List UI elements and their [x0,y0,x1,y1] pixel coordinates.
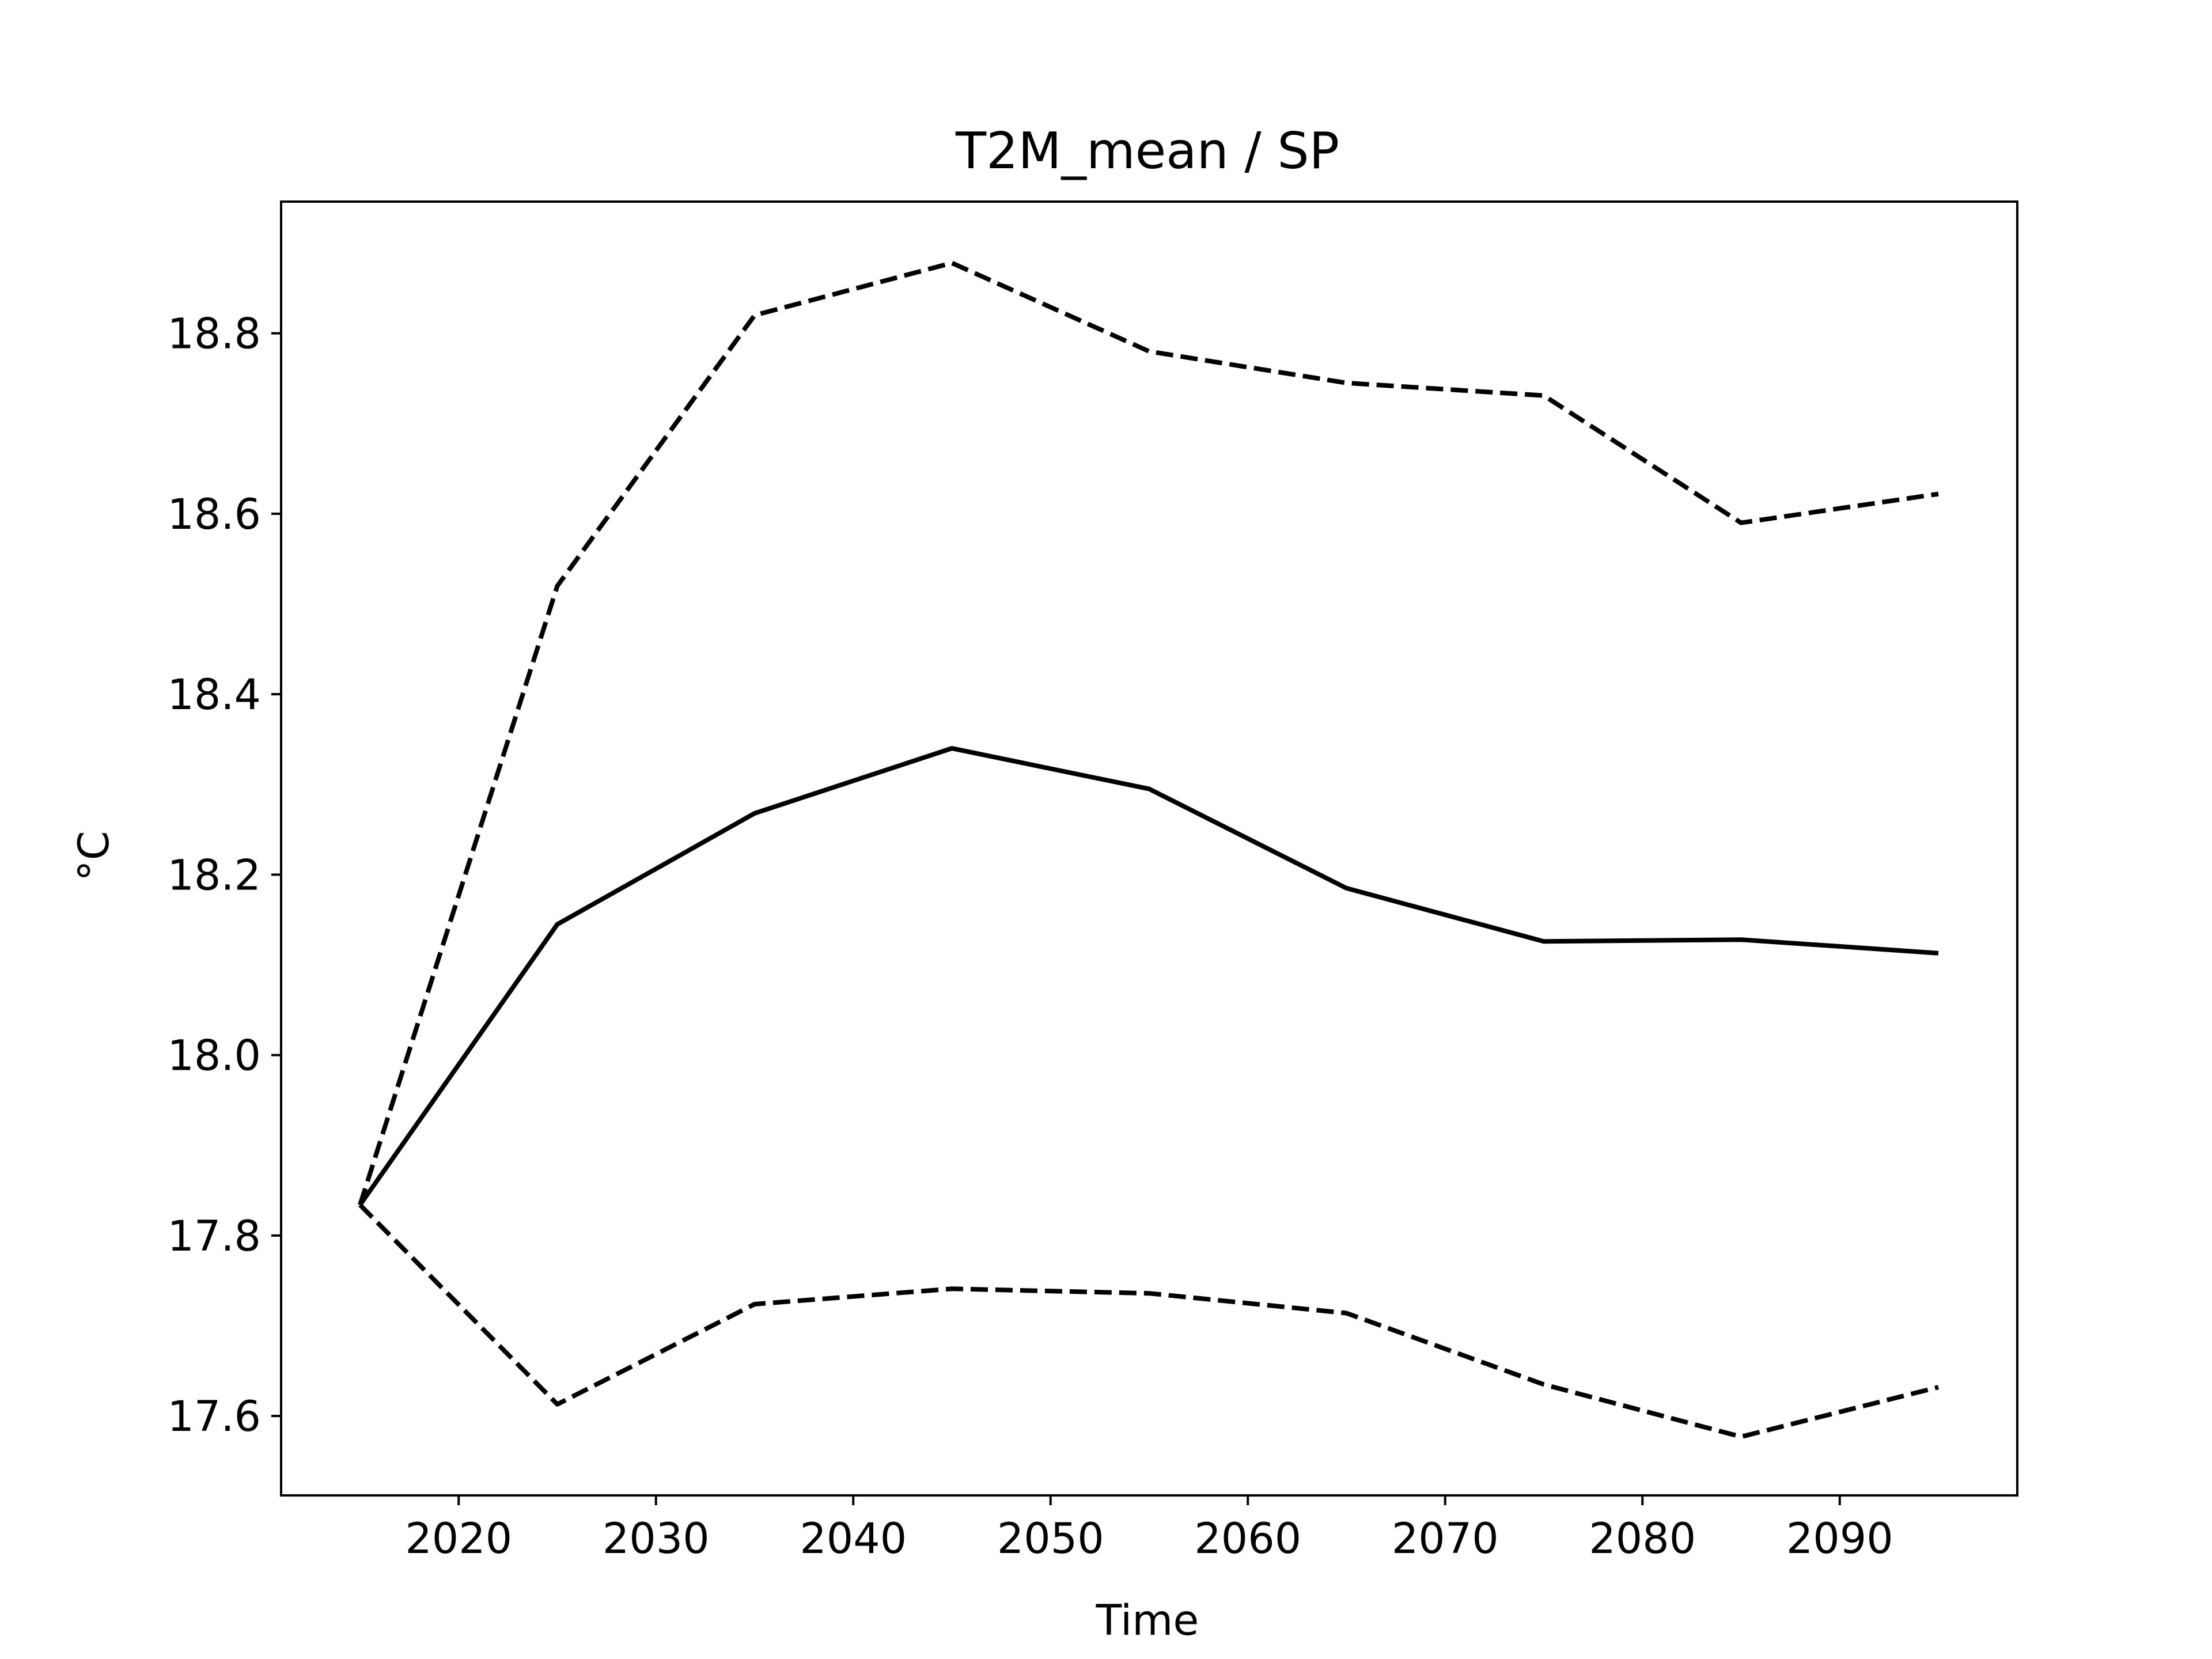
x-tick-label: 2020 [405,1514,512,1563]
x-axis-label: Time [1096,1596,1199,1645]
series-line-2 [358,260,1939,1206]
y-tick-label: 18.2 [167,851,261,900]
y-tick-label: 17.8 [167,1212,261,1261]
y-tick-label: 18.0 [167,1032,261,1081]
series-line-1 [358,746,1939,1207]
chart-title: T2M_mean / SP [955,122,1339,180]
x-tick-label: 2070 [1392,1514,1499,1563]
x-tick-label: 2050 [997,1514,1104,1563]
y-tick-label: 17.6 [167,1392,261,1441]
x-tick-label: 2060 [1194,1514,1301,1563]
y-tick-label: 18.6 [167,490,261,539]
plot-frame [280,200,2018,1497]
y-tick-label: 18.4 [167,671,261,719]
x-tick-label: 2030 [603,1514,710,1563]
x-tick-label: 2040 [800,1514,907,1563]
x-tick-label: 2080 [1589,1514,1696,1563]
x-tick-label: 2090 [1786,1514,1893,1563]
y-tick-label: 18.8 [167,310,261,359]
plot-area: 2020 2030 2040 2050 2060 2070 2080 2090 17.6 17.8… [167,200,2018,1563]
y-axis-label: °C [70,831,119,881]
series-line-3 [358,1203,1939,1440]
